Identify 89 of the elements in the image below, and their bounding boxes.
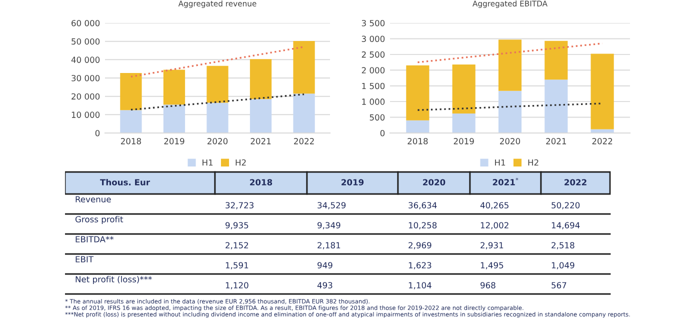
x-tick-label: 2021 bbox=[546, 138, 566, 144]
legend-label: H2 bbox=[528, 159, 538, 166]
text: 9,935 bbox=[226, 222, 248, 230]
text: 10,258 bbox=[408, 222, 437, 230]
y-tick-label: 3 000 bbox=[362, 36, 385, 42]
bar bbox=[250, 99, 272, 133]
category-label: 2021$^{*}$ bbox=[492, 178, 518, 186]
text: 2,518 bbox=[552, 242, 574, 250]
y-tick-label: 3 500 bbox=[362, 20, 385, 26]
category-label: Thous. Eur bbox=[100, 178, 150, 186]
text: 2,931 bbox=[480, 242, 504, 250]
category-label: 2022 bbox=[564, 179, 586, 186]
legend-label: H1 bbox=[495, 159, 506, 166]
text: 949 bbox=[318, 262, 332, 268]
bar bbox=[498, 90, 522, 133]
category-label: Gross profit bbox=[75, 216, 124, 224]
line-series bbox=[416, 42, 604, 64]
x-tick-label: 2020 bbox=[500, 138, 520, 144]
text: 9,349 bbox=[318, 222, 340, 230]
bar bbox=[293, 40, 315, 94]
category-label: 2018 bbox=[250, 179, 272, 186]
x-tick-label: 2019 bbox=[454, 138, 474, 144]
bar bbox=[163, 104, 186, 133]
text: 1,104 bbox=[408, 282, 432, 290]
legend-label: H2 bbox=[236, 159, 246, 166]
text: 32,723 bbox=[226, 202, 254, 210]
bar bbox=[452, 64, 476, 114]
y-tick-label: 2 000 bbox=[362, 67, 385, 74]
y-tick-label: 1 000 bbox=[362, 98, 385, 105]
text: 12,002 bbox=[480, 222, 508, 230]
x-tick-label: 2018 bbox=[408, 138, 428, 144]
x-tick-label: 2019 bbox=[164, 138, 184, 144]
bar bbox=[206, 66, 228, 103]
text: 493 bbox=[317, 282, 332, 288]
text: 1,495 bbox=[480, 262, 504, 270]
text: 567 bbox=[552, 282, 566, 288]
y-tick-label: 0 bbox=[95, 130, 100, 136]
text: 1,591 bbox=[226, 262, 248, 270]
y-tick-label: 20 000 bbox=[72, 93, 100, 100]
x-tick-label: 2022 bbox=[592, 138, 612, 144]
line-series bbox=[130, 93, 305, 111]
text: 50,220 bbox=[552, 202, 580, 210]
bar bbox=[498, 40, 522, 91]
line-series bbox=[130, 46, 305, 78]
y-tick-label: 1 500 bbox=[362, 82, 385, 90]
y-tick-label: 0 bbox=[380, 130, 385, 136]
bar bbox=[544, 80, 568, 133]
x-tick-label: 2022 bbox=[294, 138, 314, 144]
category-label: EBITDA** bbox=[76, 236, 114, 242]
text: 2,181 bbox=[318, 242, 340, 250]
text: 14,694 bbox=[552, 222, 580, 230]
text: 36,634 bbox=[408, 202, 437, 210]
text: 1,120 bbox=[226, 282, 248, 290]
bar bbox=[452, 114, 476, 133]
text: 40,265 bbox=[480, 202, 508, 210]
text: 1,049 bbox=[552, 262, 574, 270]
line-series bbox=[416, 102, 604, 111]
text: 2,152 bbox=[226, 242, 248, 250]
y-tick-label: 10 000 bbox=[72, 112, 100, 118]
category-label: 2020 bbox=[423, 179, 446, 186]
category-label: Net profit (loss)*** bbox=[76, 276, 152, 284]
bar bbox=[250, 59, 272, 100]
y-tick-label: 60 000 bbox=[72, 20, 100, 26]
x-tick-label: 2020 bbox=[208, 138, 228, 144]
category-label: 2019 bbox=[342, 179, 364, 186]
bar bbox=[406, 120, 430, 133]
bar bbox=[590, 129, 614, 133]
text: 34,529 bbox=[318, 202, 346, 210]
bar bbox=[206, 102, 228, 133]
x-tick-label: 2021 bbox=[250, 138, 271, 144]
text: 2,969 bbox=[408, 242, 432, 250]
bar bbox=[406, 65, 430, 120]
bar bbox=[544, 40, 568, 80]
text: 968 bbox=[480, 282, 496, 288]
text: 1,623 bbox=[408, 262, 432, 270]
y-tick-label: 50 000 bbox=[72, 38, 100, 45]
bar bbox=[163, 70, 186, 105]
legend-label: H1 bbox=[202, 159, 213, 166]
bar bbox=[590, 54, 614, 130]
x-tick-label: 2018 bbox=[120, 138, 141, 144]
category-label: Revenue bbox=[76, 196, 111, 202]
bar bbox=[120, 73, 142, 110]
y-tick-label: 2 500 bbox=[362, 51, 385, 58]
bar bbox=[293, 94, 315, 133]
y-tick-label: 40 000 bbox=[71, 56, 100, 63]
category-label: EBIT bbox=[76, 256, 94, 262]
bar bbox=[120, 110, 142, 133]
y-tick-label: 500 bbox=[370, 114, 385, 121]
y-tick-label: 30 000 bbox=[72, 74, 100, 82]
